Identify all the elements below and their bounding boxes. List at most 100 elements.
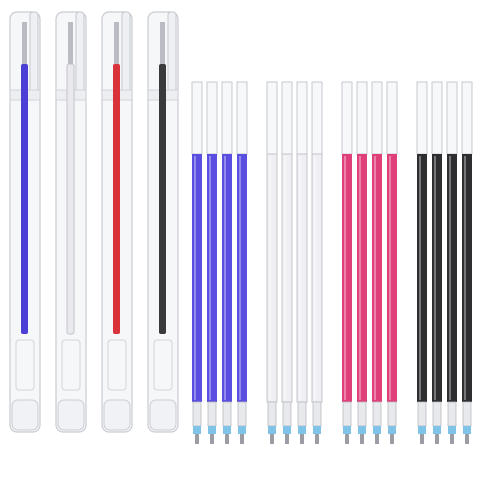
refill-shine — [314, 156, 316, 400]
refill-tip-band — [298, 426, 306, 434]
refill-top — [431, 81, 443, 155]
refill-shine — [434, 156, 436, 400]
refill-holder — [447, 401, 457, 427]
refill-holder — [237, 401, 247, 427]
pen-tip — [22, 22, 27, 64]
refill-tip — [315, 434, 319, 444]
refill-tip-band — [268, 426, 276, 434]
refill-holder — [387, 401, 397, 427]
refill-holder — [192, 401, 202, 427]
refill-tip — [450, 434, 454, 444]
refill-tip — [420, 434, 424, 444]
refill-tip — [210, 434, 214, 444]
refill-holder — [267, 401, 277, 427]
refill-top — [371, 81, 383, 155]
refill-tip-band — [343, 426, 351, 434]
pen-clip — [29, 11, 39, 93]
refill-shine — [194, 156, 196, 400]
refill-tube — [311, 153, 323, 403]
refill-tube — [207, 154, 217, 402]
refill-holder — [342, 401, 352, 427]
refill-tip-band — [313, 426, 321, 434]
refill-tip-band — [223, 426, 231, 434]
refill-top — [191, 81, 203, 155]
refill-tube — [222, 154, 232, 402]
refill-shine — [239, 156, 241, 400]
pen-tip — [160, 22, 165, 64]
refill-tip-band — [388, 426, 396, 434]
pen-end — [103, 399, 131, 431]
refill-tip-band — [283, 426, 291, 434]
refill-tube — [387, 154, 397, 402]
refill-tip — [225, 434, 229, 444]
refill-tip — [435, 434, 439, 444]
refill-shine — [284, 156, 286, 400]
refill-tip — [345, 434, 349, 444]
pen-end — [57, 399, 85, 431]
refill-top — [206, 81, 218, 155]
pen-grip — [107, 339, 127, 391]
refill-shine — [209, 156, 211, 400]
pen-grip — [61, 339, 81, 391]
refill-shine — [419, 156, 421, 400]
refill-tip-band — [238, 426, 246, 434]
refill-top — [266, 81, 278, 155]
refill-top — [356, 81, 368, 155]
refill-shine — [464, 156, 466, 400]
refill-top — [311, 81, 323, 155]
refill-holder — [297, 401, 307, 427]
pen-clip — [75, 11, 85, 93]
refill-shine — [389, 156, 391, 400]
refill-tube — [447, 154, 457, 402]
refill-tube — [281, 153, 293, 403]
refill-holder — [312, 401, 322, 427]
refill-tube — [357, 154, 367, 402]
refill-tip-band — [463, 426, 471, 434]
refill-top — [341, 81, 353, 155]
refill-top — [281, 81, 293, 155]
refill-tip — [285, 434, 289, 444]
refill-shine — [299, 156, 301, 400]
refill-tip-band — [418, 426, 426, 434]
refill-holder — [432, 401, 442, 427]
refill-tip-band — [193, 426, 201, 434]
refill-holder — [372, 401, 382, 427]
pen-end — [149, 399, 177, 431]
refill-holder — [417, 401, 427, 427]
pen-grip — [15, 339, 35, 391]
pen-clip — [167, 11, 177, 93]
pen-refill — [66, 63, 75, 335]
refill-tip — [465, 434, 469, 444]
refill-tube — [296, 153, 308, 403]
refill-tip — [375, 434, 379, 444]
refill-tube — [432, 154, 442, 402]
refill-tip — [390, 434, 394, 444]
refill-tube — [266, 153, 278, 403]
pen-end — [11, 399, 39, 431]
refill-tip — [360, 434, 364, 444]
refill-tube — [342, 154, 352, 402]
refill-holder — [282, 401, 292, 427]
pen-grip — [153, 339, 173, 391]
refill-shine — [344, 156, 346, 400]
refill-tip — [195, 434, 199, 444]
refill-tip — [270, 434, 274, 444]
refill-top — [416, 81, 428, 155]
pen-refill — [21, 64, 28, 334]
refill-top — [236, 81, 248, 155]
refill-top — [461, 81, 473, 155]
refill-top — [221, 81, 233, 155]
refill-tip-band — [433, 426, 441, 434]
refill-top — [386, 81, 398, 155]
refill-holder — [222, 401, 232, 427]
refill-tube — [237, 154, 247, 402]
pen-refill — [113, 64, 120, 334]
refill-shine — [449, 156, 451, 400]
refill-shine — [359, 156, 361, 400]
refill-tip-band — [208, 426, 216, 434]
pen-tip — [68, 22, 73, 64]
refill-tube — [417, 154, 427, 402]
refill-holder — [462, 401, 472, 427]
